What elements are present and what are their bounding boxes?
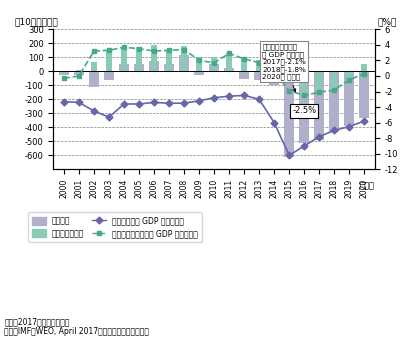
財政収支の対 GDP 比（右軫） [332,128,337,132]
財政収支の対 GDP 比（右軫） [182,101,187,105]
Bar [194,71,204,75]
財政収支の対 GDP 比（右軫） [317,134,322,139]
Bar [271,61,278,71]
Bar [284,71,294,157]
基礎的財政収支の対 GDP 比（右軫） [287,89,292,93]
Bar [134,63,144,71]
財政収支の対 GDP 比（右軫） [256,97,261,102]
財政収支の対 GDP 比（右軫） [347,125,352,129]
Line: 財政収支の対 GDP 比（右軫）: 財政収支の対 GDP 比（右軫） [62,93,367,158]
Bar [211,57,217,71]
Bar [151,45,157,71]
基礎的財政収支の対 GDP 比（右軫） [137,47,142,51]
Bar [119,63,129,71]
Bar [301,71,307,96]
基礎的財政収支の対 GDP 比（右軫） [166,48,171,52]
Bar [241,59,247,71]
基礎的財政収支の対 GDP 比（右軫） [227,51,232,56]
基礎的財政収支の対 GDP 比（右軫） [272,69,277,73]
Bar [104,71,114,80]
財政収支の対 GDP 比（右軫） [91,109,96,113]
基礎的財政収支の対 GDP 比（右軫） [242,57,247,61]
Bar [316,71,323,95]
基礎的財政収支の対 GDP 比（右軫） [197,58,202,62]
Bar [106,50,112,71]
基礎的財政収支の対 GDP 比（右軫） [347,78,352,82]
財政収支の対 GDP 比（右軫） [76,100,81,105]
Text: -2.5%: -2.5% [292,106,316,116]
財政収支の対 GDP 比（右軫） [302,144,307,148]
Bar [61,71,67,73]
基礎的財政収支の対 GDP 比（右軫） [332,88,337,92]
Bar [329,71,339,131]
Bar [314,71,324,140]
Bar [181,46,187,71]
財政収支の対 GDP 比（右軫） [166,101,171,105]
財政収支の対 GDP 比（右軫） [287,153,292,157]
基礎的財政収支の対 GDP 比（右軫） [302,93,307,97]
Bar [136,47,142,71]
Bar [299,71,309,143]
Bar [196,57,202,71]
Text: 備考：2017年以降は推計値: 備考：2017年以降は推計値 [4,317,70,326]
基礎的財政収支の対 GDP 比（右軫） [362,72,367,76]
基礎的財政収支の対 GDP 比（右軫） [211,61,216,65]
財政収支の対 GDP 比（右軫） [137,102,142,106]
Bar [166,51,172,71]
Text: 資料：IMF「WEO, April 2017」から経済産業省作成。: 資料：IMF「WEO, April 2017」から経済産業省作成。 [4,328,149,336]
財政収支の対 GDP 比（右軫） [197,99,202,103]
財政収支の対 GDP 比（右軫） [272,121,277,125]
Bar [346,71,352,80]
財政収支の対 GDP 比（右軫） [121,102,126,106]
Bar [149,61,159,71]
Bar [361,64,368,71]
Bar [224,68,234,71]
Bar [254,71,264,80]
財政収支の対 GDP 比（右軫） [62,99,66,104]
Bar [226,53,232,71]
Text: （年）: （年） [360,181,375,190]
Bar [164,63,174,71]
財政収支の対 GDP 比（右軫） [152,100,157,105]
財政収支の対 GDP 比（右軫） [242,93,247,97]
基礎的財政収支の対 GDP 比（右軫） [256,61,261,65]
基礎的財政収支の対 GDP 比（右軫） [76,74,81,78]
Bar [359,71,369,118]
基礎的財政収支の対 GDP 比（右軫） [182,47,187,51]
Text: （10億レアル）: （10億レアル） [15,17,59,26]
Bar [89,71,99,87]
Bar [121,48,127,71]
基礎的財政収支の対 GDP 比（右軫） [121,45,126,49]
Text: 基礎的財政収支の
対 GDP 比目標値
2017年-2.1%
2018年-1.8%
2020年 黒字化: 基礎的財政収支の 対 GDP 比目標値 2017年-2.1% 2018年-1.8… [262,43,306,92]
Bar [91,62,97,71]
財政収支の対 GDP 比（右軫） [362,119,367,123]
Bar [179,55,189,71]
Bar [239,71,249,79]
財政収支の対 GDP 比（右軫） [227,94,232,98]
Bar [269,71,279,85]
Bar [76,70,82,71]
基礎的財政収支の対 GDP 比（右軫） [91,49,96,53]
Bar [74,71,84,75]
Bar [209,63,219,71]
Line: 基礎的財政収支の対 GDP 比（右軫）: 基礎的財政収支の対 GDP 比（右軫） [62,45,367,98]
財政収支の対 GDP 比（右軫） [211,96,216,100]
基礎的財政収支の対 GDP 比（右軫） [317,90,322,94]
Bar [331,71,337,90]
Bar [344,71,354,126]
基礎的財政収支の対 GDP 比（右軫） [107,48,112,52]
Text: （%）: （%） [378,17,397,26]
基礎的財政収支の対 GDP 比（右軫） [152,49,157,53]
Bar [286,71,292,83]
Bar [256,60,262,71]
財政収支の対 GDP 比（右軫） [107,115,112,119]
基礎的財政収支の対 GDP 比（右軫） [62,76,66,80]
Bar [59,71,69,75]
Legend: 財政収支, 基礎的財政収支, 財政収支の対 GDP 比（右軫）, 基礎的財政収支の対 GDP 比（右軫）: 財政収支, 基礎的財政収支, 財政収支の対 GDP 比（右軫）, 基礎的財政収支… [28,212,202,242]
